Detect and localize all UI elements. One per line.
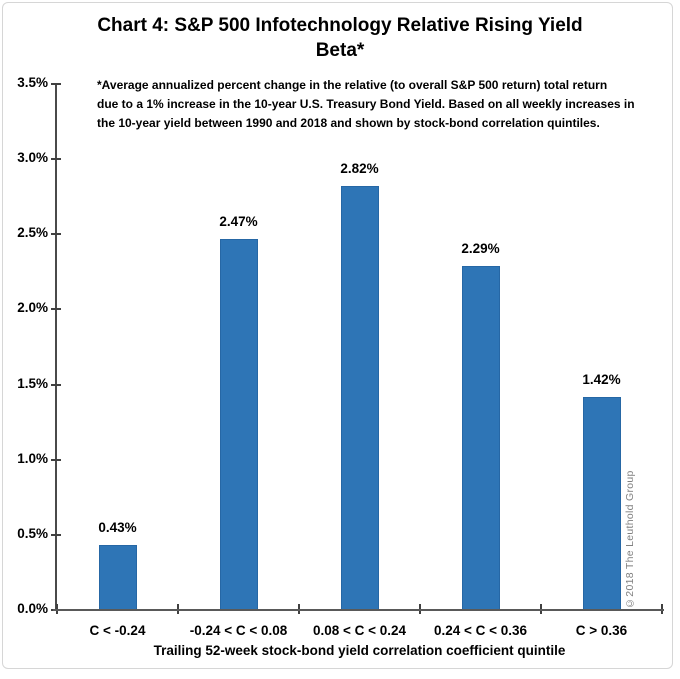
bar: [340, 186, 379, 611]
chart-title-line: Beta*: [315, 40, 365, 61]
y-axis-tick-label: 2.5%: [17, 225, 48, 241]
x-axis-title: Trailing 52-week stock-bond yield correl…: [153, 643, 566, 658]
bar-value-label: 2.29%: [461, 240, 500, 256]
bar-value-label: 2.82%: [340, 161, 379, 177]
y-axis-tick-label: 3.0%: [17, 150, 48, 166]
copyright-watermark: ©2018 The Leuthold Group: [624, 470, 636, 609]
y-axis-tick-label: 3.5%: [17, 75, 48, 90]
x-category-label: 0.24 < C < 0.36: [433, 623, 528, 638]
y-axis-tick: [51, 233, 61, 236]
chart-footnote: *Average annualized percent change in th…: [97, 76, 635, 133]
bar: [461, 265, 500, 611]
bar: [582, 396, 621, 611]
y-axis-tick: [51, 83, 61, 85]
y-axis-tick-label: 1.5%: [17, 375, 48, 391]
bar-value-label: 0.43%: [98, 520, 137, 536]
y-axis-tick: [51, 158, 61, 161]
bar-value-label: 2.47%: [219, 213, 258, 229]
x-category-label: -0.24 < C < 0.08: [189, 623, 288, 638]
bar-value-label: 1.42%: [582, 371, 621, 387]
x-category-label: C > 0.36: [575, 623, 628, 638]
y-axis-tick-label: 2.0%: [17, 300, 48, 316]
y-axis-tick-label: 1.0%: [17, 450, 48, 466]
chart-footnote-line: the 10-year yield between 1990 and 2018 …: [97, 116, 600, 130]
x-category-label: 0.08 < C < 0.24: [312, 623, 407, 638]
x-axis-line: [53, 609, 664, 611]
bar: [219, 238, 258, 611]
y-axis-tick-label: 0.0%: [17, 601, 48, 616]
y-axis-tick: [51, 383, 61, 386]
chart-title: Chart 4: S&P 500 Infotechnology Relative…: [0, 13, 680, 63]
y-axis-tick: [51, 458, 61, 461]
y-axis-tick: [51, 533, 61, 536]
chart-footnote-line: *Average annualized percent change in th…: [97, 78, 608, 92]
y-axis-tick-label: 0.5%: [17, 525, 48, 541]
y-axis-line: [55, 83, 57, 610]
bar: [98, 545, 137, 611]
y-axis-tick: [51, 308, 61, 311]
chart-footnote-line: due to a 1% increase in the 10-year U.S.…: [97, 97, 635, 111]
chart-title-line: Chart 4: S&P 500 Infotechnology Relative…: [97, 15, 583, 36]
x-category-label: C < -0.24: [89, 623, 146, 638]
